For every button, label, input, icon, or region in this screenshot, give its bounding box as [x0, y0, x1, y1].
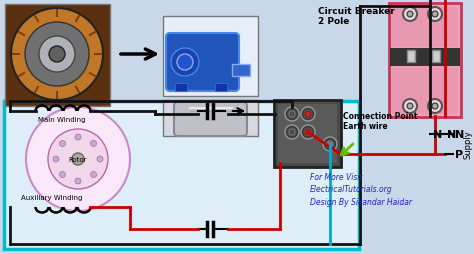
- Circle shape: [53, 156, 59, 162]
- Circle shape: [11, 9, 103, 101]
- Text: Main Winding: Main Winding: [38, 117, 86, 122]
- Text: For More Visit
ElectricalTutorials.org
Design By Sikandar Haidar: For More Visit ElectricalTutorials.org D…: [310, 172, 412, 206]
- Circle shape: [288, 129, 296, 136]
- Circle shape: [48, 130, 108, 189]
- Bar: [390, 49, 460, 67]
- Circle shape: [49, 47, 65, 63]
- FancyBboxPatch shape: [163, 17, 258, 97]
- Circle shape: [288, 110, 296, 119]
- Text: Supply: Supply: [464, 130, 473, 159]
- Circle shape: [306, 131, 310, 134]
- FancyBboxPatch shape: [5, 5, 110, 107]
- Bar: [392, 8, 458, 48]
- Text: Auxiliary Winding: Auxiliary Winding: [21, 194, 82, 200]
- Circle shape: [75, 134, 81, 140]
- Circle shape: [72, 153, 84, 165]
- Bar: [432, 51, 440, 63]
- Circle shape: [432, 104, 438, 109]
- Circle shape: [39, 37, 75, 73]
- Circle shape: [407, 12, 413, 18]
- Circle shape: [290, 113, 294, 117]
- Circle shape: [407, 104, 413, 109]
- Circle shape: [25, 23, 89, 87]
- Circle shape: [432, 12, 438, 18]
- FancyBboxPatch shape: [174, 103, 247, 136]
- Circle shape: [290, 131, 294, 134]
- FancyBboxPatch shape: [166, 34, 239, 92]
- Circle shape: [301, 125, 315, 139]
- Text: Connection Point
Earth wire: Connection Point Earth wire: [343, 112, 418, 131]
- Text: N: N: [433, 130, 442, 139]
- Text: N: N: [455, 130, 464, 139]
- Bar: [232, 65, 250, 77]
- Bar: [407, 51, 415, 63]
- Circle shape: [91, 172, 97, 178]
- FancyBboxPatch shape: [163, 101, 258, 136]
- Bar: [392, 68, 458, 115]
- Circle shape: [75, 178, 81, 184]
- Circle shape: [304, 110, 312, 119]
- Circle shape: [285, 125, 299, 139]
- Circle shape: [304, 129, 312, 136]
- Circle shape: [403, 8, 417, 22]
- Bar: [175, 84, 187, 92]
- Bar: [215, 84, 227, 92]
- Circle shape: [177, 55, 193, 71]
- Circle shape: [97, 156, 103, 162]
- Text: Rotor: Rotor: [69, 156, 87, 162]
- Bar: [278, 105, 337, 163]
- Circle shape: [326, 140, 334, 148]
- Circle shape: [26, 108, 130, 211]
- Text: Circuit Breaker
2 Pole: Circuit Breaker 2 Pole: [318, 7, 395, 26]
- Circle shape: [306, 113, 310, 117]
- Circle shape: [305, 130, 311, 135]
- Circle shape: [403, 100, 417, 114]
- Circle shape: [428, 100, 442, 114]
- FancyBboxPatch shape: [4, 102, 359, 249]
- Circle shape: [323, 137, 337, 151]
- FancyBboxPatch shape: [389, 4, 461, 118]
- Circle shape: [91, 141, 97, 147]
- Text: P: P: [455, 149, 463, 159]
- Circle shape: [428, 8, 442, 22]
- Circle shape: [301, 108, 315, 121]
- Circle shape: [59, 172, 65, 178]
- Text: N: N: [447, 130, 456, 139]
- Circle shape: [59, 141, 65, 147]
- FancyBboxPatch shape: [274, 101, 341, 167]
- Circle shape: [305, 112, 311, 118]
- Circle shape: [171, 49, 199, 77]
- Circle shape: [285, 108, 299, 121]
